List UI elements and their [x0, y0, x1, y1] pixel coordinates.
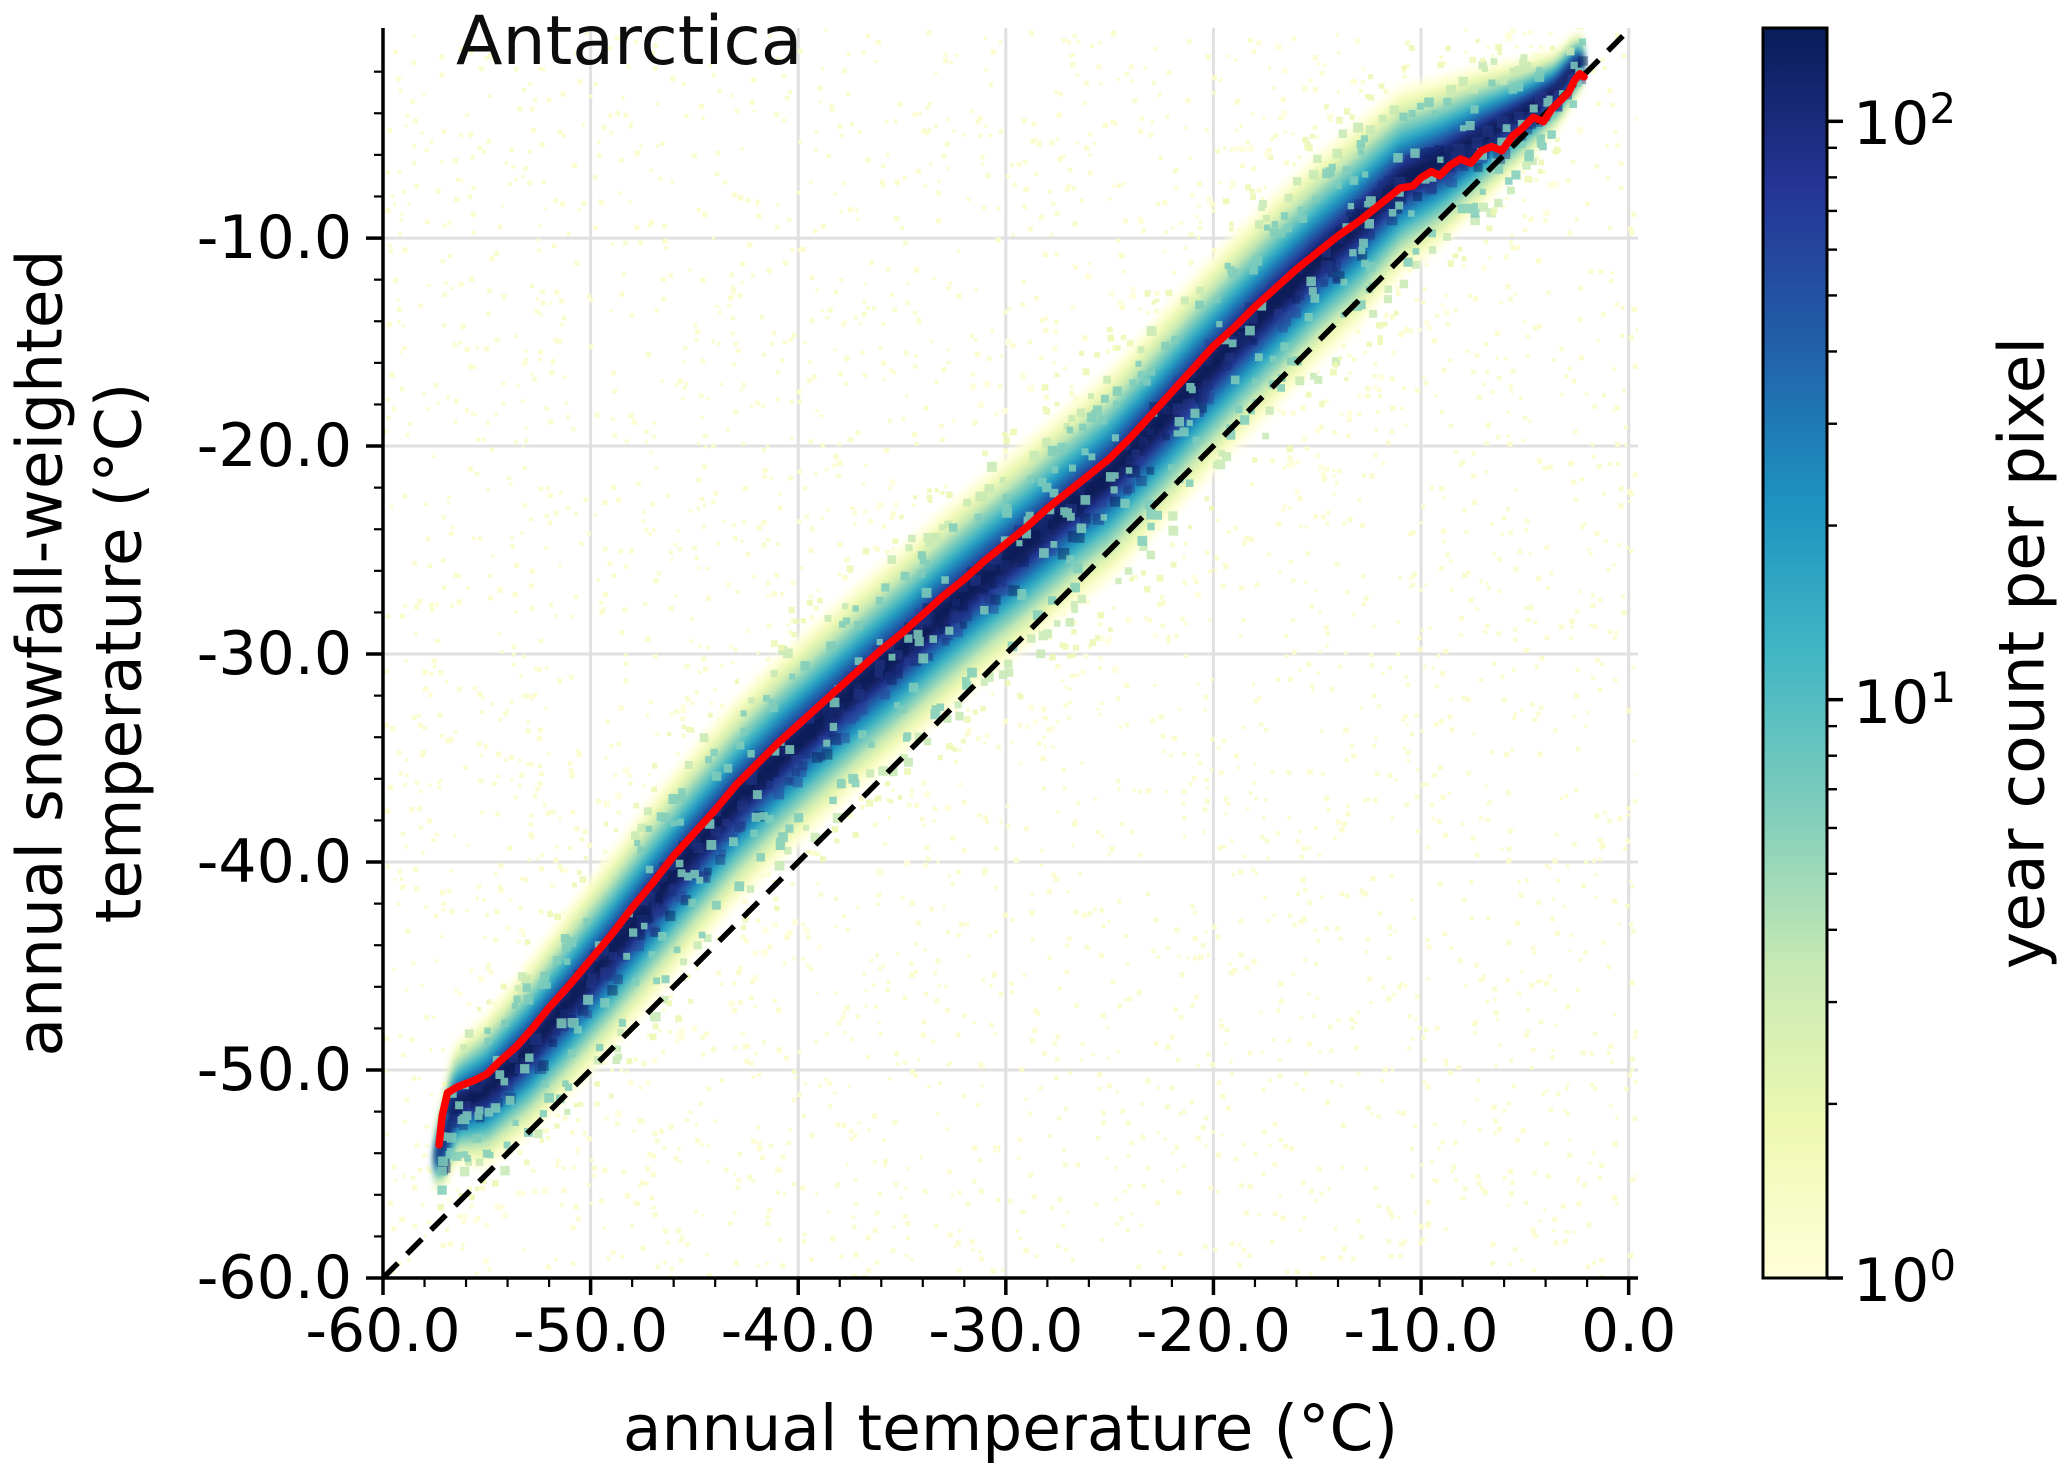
x-tick-label: -10.0 — [1343, 1296, 1499, 1366]
y-tick-label: -20.0 — [196, 411, 352, 482]
x-tick-label: 0.0 — [1580, 1296, 1677, 1366]
colorbar-tick-label: 102 — [1853, 84, 1957, 160]
x-tick-label: -60.0 — [305, 1296, 461, 1366]
x-tick-label: -40.0 — [720, 1296, 876, 1366]
y-axis-label-line1: annual snowfall-weighted — [3, 249, 77, 1057]
colorbar-label: year count per pixel — [1985, 336, 2059, 970]
y-tick-label: -40.0 — [196, 827, 352, 898]
colorbar-tick-label: 100 — [1853, 1241, 1957, 1316]
y-tick-label: -30.0 — [196, 619, 352, 690]
x-axis-label: annual temperature (°C) — [622, 1392, 1399, 1465]
colorbar-tick-label: 101 — [1853, 662, 1957, 738]
y-tick-label: -10.0 — [196, 203, 352, 274]
chart-title: Antarctica — [456, 2, 803, 81]
y-tick-label: -50.0 — [196, 1035, 352, 1105]
y-tick-label: -60.0 — [196, 1243, 352, 1313]
x-tick-label: -20.0 — [1135, 1296, 1292, 1366]
x-tick-label: -30.0 — [928, 1296, 1084, 1366]
x-tick-label: -50.0 — [512, 1296, 669, 1366]
